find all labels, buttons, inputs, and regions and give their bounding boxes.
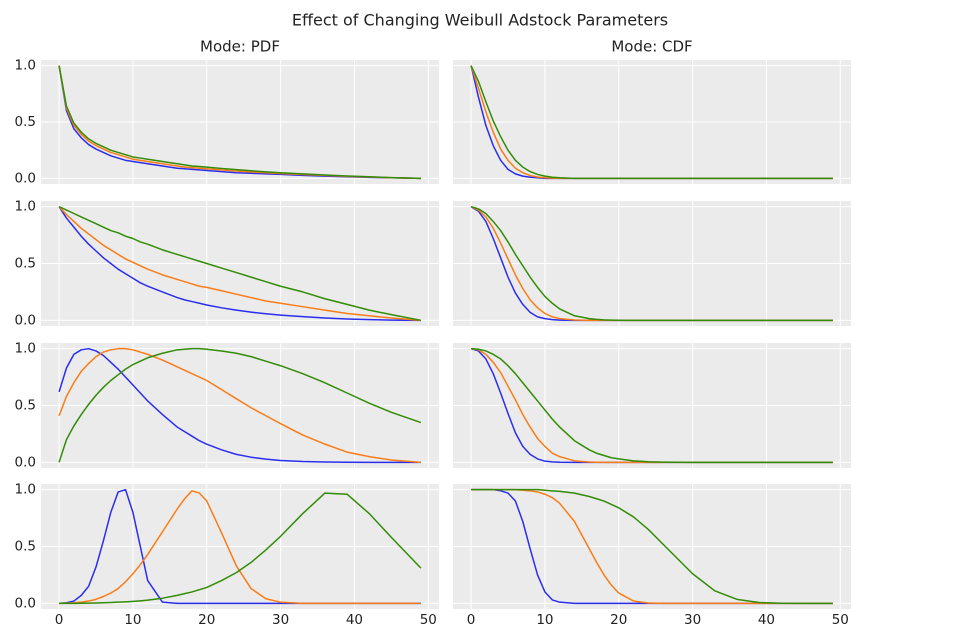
y-tick-label: 0.5: [15, 539, 36, 555]
line-series: [471, 347, 833, 464]
y-tick-label: 0.5: [15, 114, 36, 130]
x-tick-label: 50: [832, 612, 849, 628]
y-tick-label: 1.0: [15, 482, 36, 498]
y-tick-label: 0.0: [15, 595, 36, 611]
line-series: [58, 206, 421, 322]
line-series: [58, 205, 422, 322]
y-tick-label: 0.0: [15, 170, 36, 186]
figure-title: Effect of Changing Weibull Adstock Param…: [292, 11, 668, 30]
x-tick-label: 20: [610, 612, 627, 628]
x-tick-label: 50: [420, 612, 437, 628]
line-series: [471, 488, 833, 605]
line-series: [59, 490, 421, 605]
line-series: [58, 347, 421, 464]
x-tick-label: 10: [124, 612, 141, 628]
y-tick-label: 0.0: [15, 454, 36, 470]
line-series: [58, 65, 421, 180]
x-tick-label: 10: [536, 612, 553, 628]
line-series: [58, 347, 421, 464]
line-series: [58, 65, 421, 180]
panel-title: Mode: CDF: [611, 38, 692, 56]
x-tick-label: 40: [758, 612, 775, 628]
x-tick-label: 0: [55, 612, 64, 628]
y-tick-label: 1.0: [15, 341, 36, 357]
y-tick-label: 1.0: [15, 58, 36, 74]
x-tick-label: 30: [272, 612, 289, 628]
x-tick-label: 0: [467, 612, 476, 628]
line-series: [470, 65, 833, 180]
x-tick-label: 40: [346, 612, 363, 628]
y-tick-label: 1.0: [15, 199, 36, 215]
y-tick-label: 0.5: [15, 398, 36, 414]
y-tick-label: 0.5: [15, 256, 36, 272]
x-tick-label: 30: [684, 612, 701, 628]
panel-title: Mode: PDF: [200, 38, 280, 56]
line-series: [58, 206, 421, 322]
y-tick-label: 0.0: [15, 312, 36, 328]
line-series: [470, 205, 833, 322]
x-tick-label: 20: [198, 612, 215, 628]
line-series: [59, 492, 422, 605]
line-series: [58, 347, 422, 463]
